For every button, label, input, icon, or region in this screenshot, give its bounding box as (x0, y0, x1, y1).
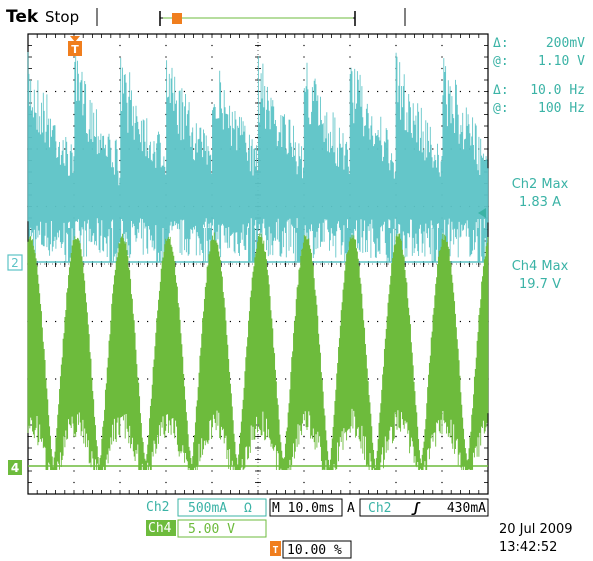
timebase: M 10.0ms (272, 501, 335, 516)
trigger-box[interactable] (359, 498, 489, 517)
cursor-readout: Δ: 200mV @: 1.10 V Δ: 10.0 Hz @: 100 Hz (493, 36, 585, 116)
svg-text:10.0 Hz: 10.0 Hz (530, 83, 585, 98)
record-trigger-marker (172, 13, 182, 24)
acquisition-status: Stop (45, 8, 79, 26)
ch2-unit: Ω (244, 501, 252, 516)
svg-text:T: T (71, 43, 79, 56)
ch2-max-label: Ch2 Max (512, 177, 569, 192)
ch2-name[interactable]: Ch2 (146, 500, 169, 515)
svg-text:@:: @: (493, 54, 509, 69)
svg-text:@:: @: (493, 101, 509, 116)
ch2-scale-box[interactable] (177, 498, 267, 517)
date: 20 Jul 2009 (499, 522, 573, 537)
ch4-scale: 5.00 V (188, 522, 235, 537)
svg-text:200mV: 200mV (546, 36, 585, 51)
svg-text:4: 4 (11, 461, 19, 475)
trigger-source: Ch2 (368, 501, 391, 516)
svg-text:100 Hz: 100 Hz (538, 101, 585, 116)
ch2-scale: 500mA (188, 501, 227, 516)
bottom-status-bar: Ch2 500mA Ω M 10.0ms A Ch2 ʃ 430mA Ch4 5… (146, 498, 489, 559)
trigger-level: 430mA (447, 501, 486, 516)
acquisition-mode: A (347, 501, 355, 516)
ch4-max-value: 19.7 V (519, 277, 561, 292)
trigger-level-marker[interactable] (478, 208, 486, 218)
svg-text:Δ:: Δ: (493, 83, 509, 98)
ch4-scale-box[interactable] (177, 519, 267, 538)
ch2-max-value: 1.83 A (519, 195, 561, 210)
brand-logo: Tek (6, 7, 39, 27)
svg-text:2: 2 (11, 256, 19, 270)
ch4-name-badge[interactable] (146, 520, 176, 536)
timebase-box[interactable] (269, 498, 343, 517)
trigger-position: 10.00 % (287, 543, 342, 558)
svg-text:1.10 V: 1.10 V (538, 54, 585, 69)
record-position-bar[interactable] (159, 11, 356, 26)
timestamp: 20 Jul 2009 13:42:52 (499, 522, 573, 555)
svg-text:Δ:: Δ: (493, 36, 509, 51)
measurements: Ch2 Max 1.83 A Ch4 Max 19.7 V (512, 177, 569, 292)
ch2-ground-marker[interactable]: 2 (7, 254, 23, 271)
ch4-max-label: Ch4 Max (512, 259, 569, 274)
trigger-position-box[interactable] (282, 540, 352, 559)
trigger-position-marker[interactable]: T (68, 36, 82, 56)
time: 13:42:52 (499, 540, 557, 555)
ch4-ground-marker[interactable]: 4 (8, 460, 22, 475)
svg-text:T: T (272, 545, 278, 556)
ch4-name: Ch4 (148, 521, 172, 536)
trigger-slope-icon: ʃ (411, 501, 421, 516)
trigger-position-icon (270, 541, 281, 556)
ch4-waveform (27, 232, 489, 470)
